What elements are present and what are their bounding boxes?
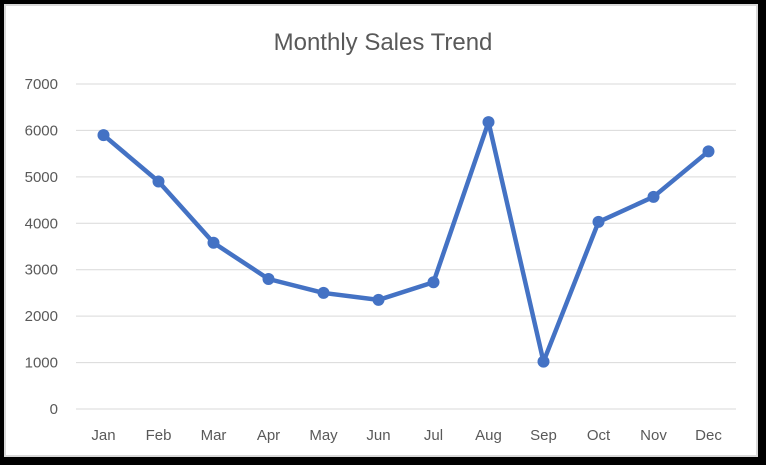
y-axis: 0 1000 2000 3000 4000 5000 6000 7000 (25, 76, 58, 418)
y-tick-label: 5000 (25, 169, 58, 186)
series-line (101, 119, 711, 364)
data-point (537, 355, 550, 368)
data-point (702, 145, 715, 158)
data-point (262, 273, 275, 285)
data-point (97, 129, 110, 142)
x-tick-label: Jan (91, 427, 115, 444)
x-tick-label: Dec (695, 427, 722, 444)
data-point (207, 236, 220, 249)
chart-area (4, 4, 758, 457)
y-tick-label: 6000 (25, 122, 58, 139)
x-tick-label: Sep (530, 427, 557, 444)
data-point (372, 293, 385, 306)
x-tick-label: Feb (146, 427, 172, 444)
x-tick-label: May (309, 427, 338, 444)
x-tick-label: Mar (201, 427, 227, 444)
y-tick-label: 0 (50, 401, 58, 418)
data-point (317, 286, 330, 299)
chart-title: Monthly Sales Trend (274, 29, 493, 56)
y-tick-label: 1000 (25, 355, 58, 372)
data-point (482, 116, 495, 129)
series-sales (97, 116, 715, 368)
y-tick-label: 7000 (25, 76, 58, 93)
data-point (647, 190, 660, 203)
x-tick-label: Nov (640, 427, 667, 444)
y-tick-label: 2000 (25, 308, 58, 325)
x-tick-label: Apr (257, 427, 280, 444)
y-tick-label: 4000 (25, 215, 58, 232)
data-point (592, 215, 605, 228)
data-point (152, 175, 165, 188)
x-axis: Jan Feb Mar Apr May Jun Jul Aug Sep Oct Nov Dec (91, 427, 722, 444)
x-tick-label: Jul (424, 427, 443, 444)
x-tick-label: Oct (587, 427, 611, 444)
data-point (427, 276, 440, 289)
x-tick-label: Aug (475, 427, 502, 444)
y-tick-label: 3000 (25, 262, 58, 279)
gridlines (76, 83, 736, 410)
x-tick-label: Jun (366, 427, 390, 444)
